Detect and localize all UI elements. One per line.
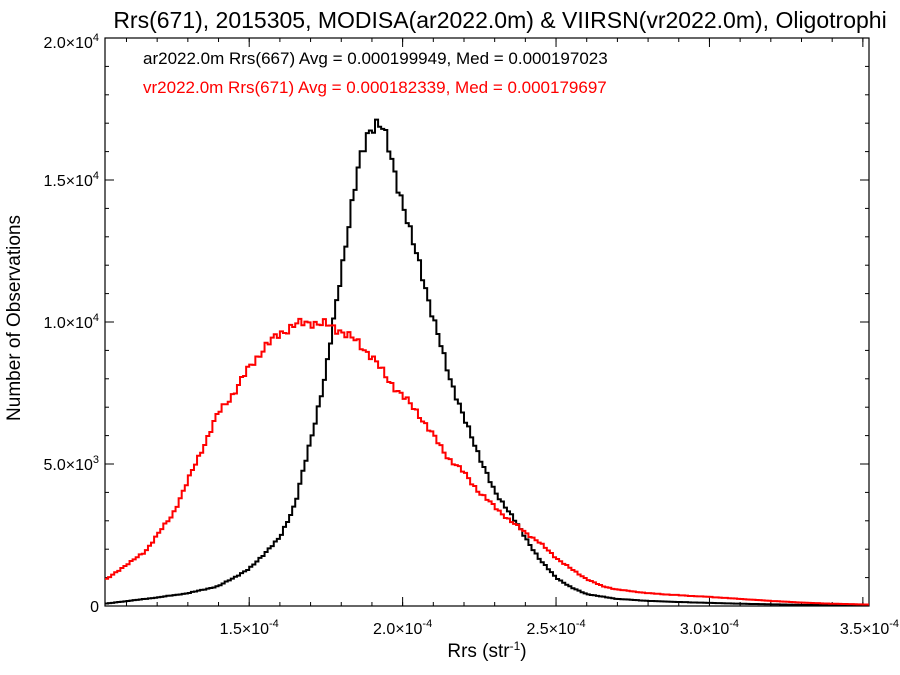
x-tick-label-times: ×10 (242, 621, 269, 638)
x-tick-label-mantissa: 2.0 (373, 621, 395, 638)
y-tick-label: 1.5×104 (43, 170, 99, 190)
x-tick-label-times: ×10 (549, 621, 576, 638)
chart-title: Rrs(671), 2015305, MODISA(ar2022.0m) & V… (113, 7, 886, 33)
y-tick-label-exponent: 3 (93, 454, 99, 466)
y-tick-label-times: ×10 (66, 315, 93, 332)
y-tick-label: 0 (90, 599, 99, 616)
series-line-black (105, 118, 869, 606)
plot-axes: 1.5×10-4 2.0×10-4 2.5×10-4 3.0×10-4 3.5×10-4… (43, 32, 899, 638)
y-axis-label: Number of Observations (4, 215, 25, 421)
y-tick-label-times: ×10 (66, 173, 93, 190)
x-tick-label-times: ×10 (702, 621, 729, 638)
x-tick-label-mantissa: 1.5 (220, 621, 242, 638)
plot-frame (104, 37, 870, 607)
x-tick-label-times: ×10 (395, 621, 422, 638)
y-tick-label-exponent: 4 (93, 32, 99, 44)
series-layer (105, 118, 869, 606)
y-tick-label-times: ×10 (66, 35, 93, 52)
x-axis-label: Rrs (str-1) (447, 639, 526, 662)
legend-entry: ar2022.0m Rrs(667) Avg = 0.000199949, Me… (143, 49, 608, 68)
x-tick-label-times: ×10 (862, 621, 889, 638)
y-tick-label-times: ×10 (66, 457, 93, 474)
legend: ar2022.0m Rrs(667) Avg = 0.000199949, Me… (143, 49, 608, 97)
x-tick-label: 2.0×10-4 (373, 618, 432, 638)
x-tick-label-mantissa: 2.5 (526, 621, 548, 638)
x-axis-label-base: Rrs (str (447, 641, 510, 662)
x-axis-label-sup: -1 (510, 639, 521, 653)
y-tick-label: 5.0×103 (43, 454, 99, 474)
x-axis-label-close: ) (520, 641, 526, 662)
x-tick-label-exponent: -4 (889, 618, 899, 630)
y-tick-label-mantissa: 1.0 (43, 315, 65, 332)
y-tick-label: 1.0×104 (43, 312, 99, 332)
series-line-red (105, 317, 869, 606)
x-tick-label: 3.0×10-4 (680, 618, 739, 638)
x-tick-label-exponent: -4 (576, 618, 586, 630)
y-tick-label: 2.0×104 (43, 32, 99, 52)
x-tick-label-mantissa: 3.5 (840, 621, 862, 638)
x-tick-label-exponent: -4 (269, 618, 279, 630)
x-tick-label-mantissa: 3.0 (680, 621, 702, 638)
y-tick-label-exponent: 4 (93, 312, 99, 324)
x-tick-label-exponent: -4 (729, 618, 739, 630)
y-tick-label-mantissa: 5.0 (43, 457, 65, 474)
y-tick-label-exponent: 4 (93, 170, 99, 182)
x-tick-label: 3.5×10-4 (840, 618, 899, 638)
y-tick-label-mantissa: 2.0 (43, 35, 65, 52)
y-tick-label-mantissa: 1.5 (43, 173, 65, 190)
x-tick-label: 1.5×10-4 (220, 618, 279, 638)
x-tick-label-exponent: -4 (422, 618, 432, 630)
legend-entry: vr2022.0m Rrs(671) Avg = 0.000182339, Me… (143, 78, 607, 97)
x-tick-label: 2.5×10-4 (526, 618, 585, 638)
